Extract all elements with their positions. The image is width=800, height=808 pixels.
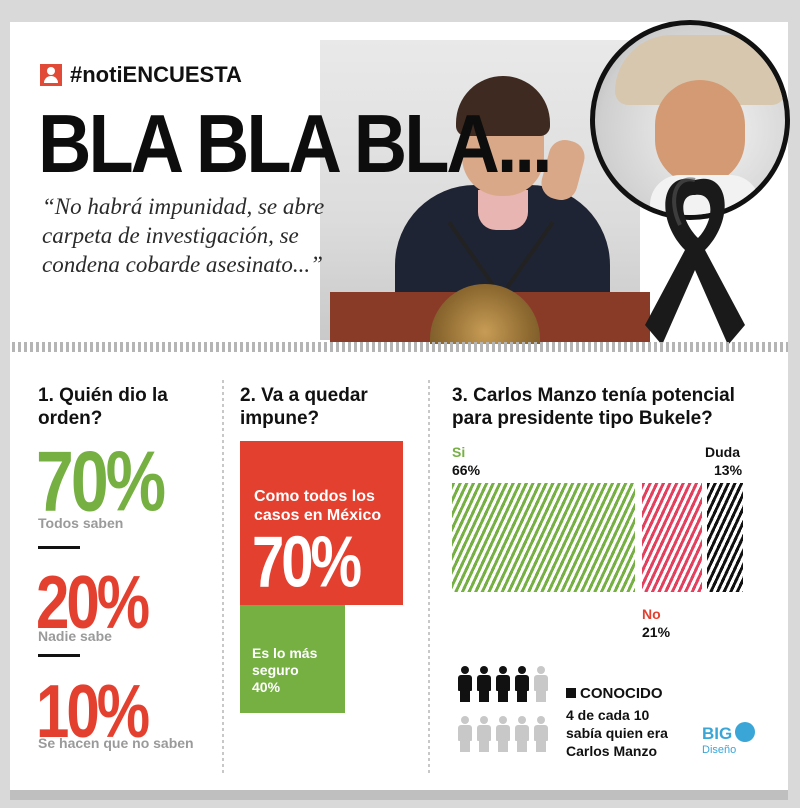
bar-duda-value: 13% [714, 462, 743, 478]
speaker-collar [478, 190, 528, 230]
bar-duda [707, 483, 743, 592]
person-icon [477, 666, 491, 702]
person-icon [496, 716, 510, 752]
column-divider [222, 380, 224, 775]
bar-duda-label: Duda [705, 444, 740, 460]
q2-green-text: Es lo más seguro [252, 645, 318, 678]
bar-si [452, 483, 635, 592]
bar-no [642, 483, 702, 592]
q1-value-1: 70% [36, 434, 166, 530]
q2-question: 2. Va a quedar impune? [240, 385, 368, 429]
q1-label-3: Se hacen que no saben [38, 735, 194, 751]
person-icon [477, 716, 491, 752]
tag-text: #notiENCUESTA [70, 62, 242, 87]
person-icon [515, 666, 529, 702]
face [655, 80, 745, 185]
q1-label-2: Nadie sabe [38, 628, 112, 644]
q2-red-text: Como todos los casos en México [254, 488, 382, 524]
known-label: CONOCIDO [566, 685, 663, 702]
mourning-ribbon-icon [645, 177, 745, 345]
separator [38, 654, 80, 657]
bar-no-value: 21% [642, 624, 671, 640]
q1-label-1: Todos saben [38, 515, 124, 531]
q1-question: 1. Quién dio la orden? [38, 385, 168, 429]
bar-no-label: No [642, 606, 661, 622]
bottom-bar [10, 790, 788, 800]
q3-question: 3. Carlos Manzo tenía potencial para pre… [452, 385, 735, 429]
bar-si-label: Si [452, 444, 466, 460]
divider [12, 342, 788, 352]
logo-name: BIG [702, 724, 733, 743]
known-description: 4 de cada 10 sabía quien era Carlos Manz… [566, 707, 668, 759]
logo-sub: Diseño [702, 744, 737, 756]
person-icon [458, 716, 472, 752]
column-divider [428, 380, 430, 775]
q2-red-box [240, 441, 403, 605]
q2-green-value: 40% [252, 679, 281, 695]
person-icon [40, 64, 62, 86]
page-title: BLA BLA BLA... [38, 97, 553, 191]
q1-value-2: 20% [36, 560, 150, 644]
q2-green-box [240, 605, 345, 713]
quote: “No habrá impunidad, se abre carpeta de … [42, 194, 325, 277]
q2-red-value: 70% [252, 521, 362, 603]
elephant-logo-icon [735, 722, 755, 742]
person-icon [458, 666, 472, 702]
separator [38, 546, 80, 549]
person-icon [534, 716, 548, 752]
person-icon [534, 666, 548, 702]
q1-value-3: 10% [36, 669, 150, 753]
person-icon [515, 716, 529, 752]
person-icon [496, 666, 510, 702]
survey-tag: #notiENCUESTA [40, 62, 242, 88]
bar-si-value: 66% [452, 462, 481, 478]
